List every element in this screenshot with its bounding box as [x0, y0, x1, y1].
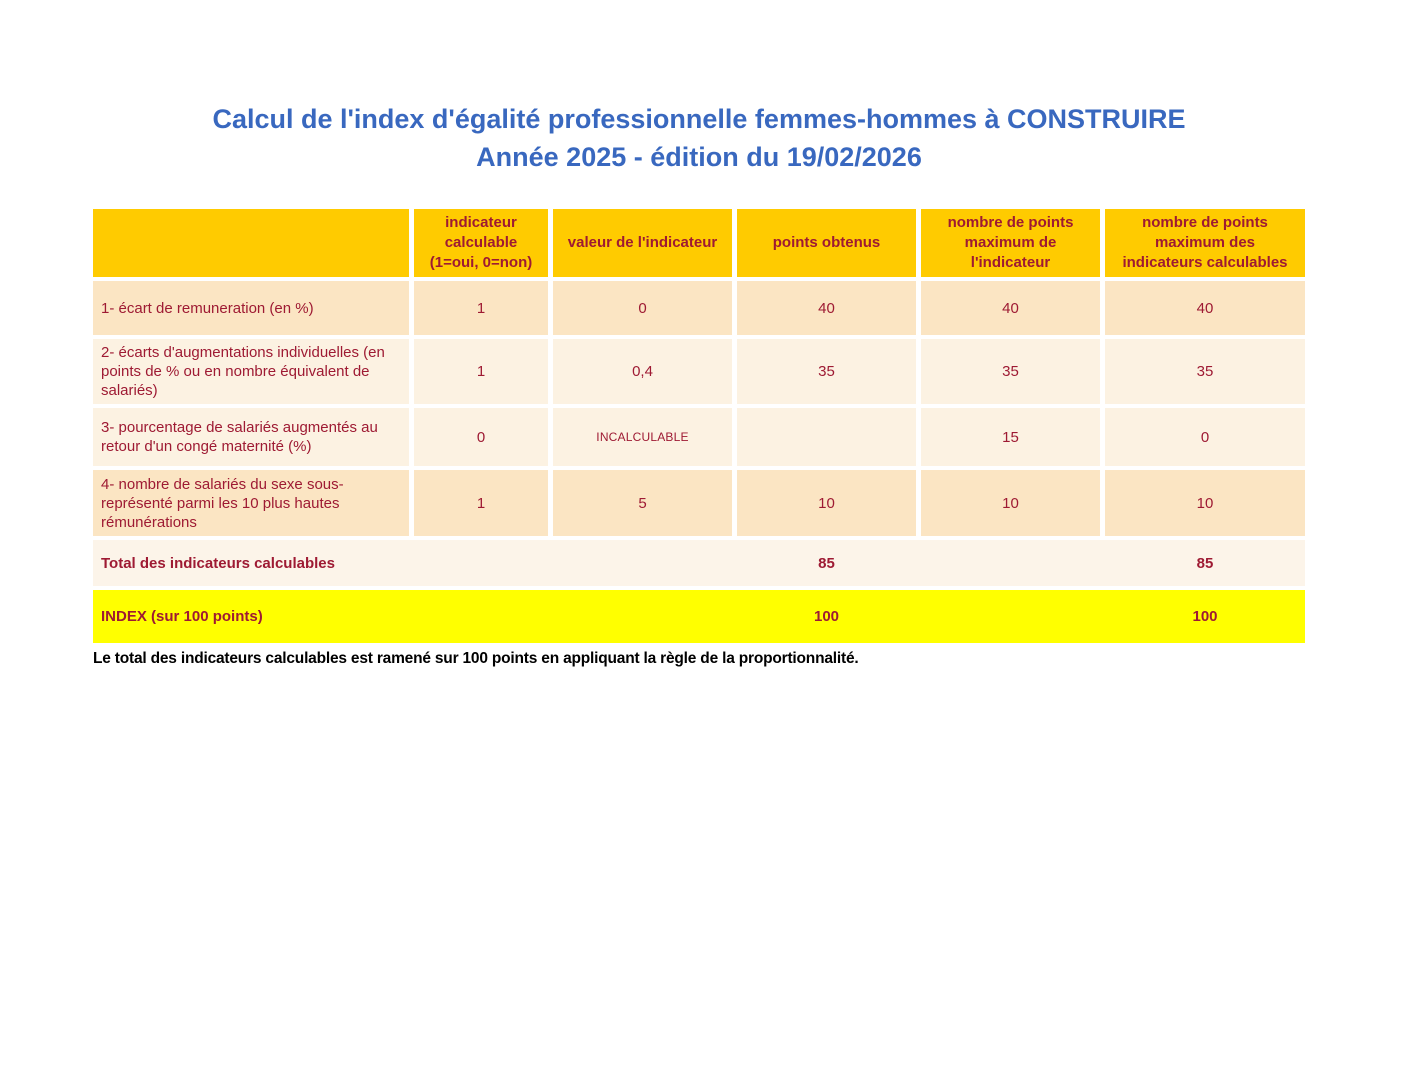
cell-points: [737, 408, 916, 466]
cell-points: 10: [737, 470, 916, 536]
table-row: 3- pourcentage de salariés augmentés au …: [93, 408, 1305, 466]
header-max-calculables: nombre de points maximum des indicateurs…: [1105, 209, 1305, 277]
cell-max-calculables: 40: [1105, 281, 1305, 335]
cell-valeur-incalculable: INCALCULABLE: [553, 408, 732, 466]
row-label: 4- nombre de salariés du sexe sous-repré…: [93, 470, 409, 536]
table-row: 2- écarts d'augmentations individuelles …: [93, 339, 1305, 404]
total-points: 85: [818, 554, 835, 572]
header-points: points obtenus: [737, 209, 916, 277]
index-points: 100: [813, 608, 840, 625]
cell-valeur: 0: [553, 281, 732, 335]
page-title-line1: Calcul de l'index d'égalité professionne…: [212, 104, 1186, 134]
header-valeur: valeur de l'indicateur: [553, 209, 732, 277]
row-label: 2- écarts d'augmentations individuelles …: [93, 339, 409, 404]
cell-points: 35: [737, 339, 916, 404]
cell-max-calculables: 10: [1105, 470, 1305, 536]
total-row-label: Total des indicateurs calculables: [101, 554, 335, 572]
total-max-calculables: 85: [1196, 554, 1214, 572]
index-row: INDEX (sur 100 points) 100 100: [93, 590, 1305, 643]
header-indicator: [93, 209, 409, 277]
index-max-calculables: 100: [1192, 608, 1218, 625]
cell-max-indicateur: 40: [921, 281, 1100, 335]
cell-calculable: 1: [414, 470, 548, 536]
cell-points: 40: [737, 281, 916, 335]
row-label: 3- pourcentage de salariés augmentés au …: [93, 408, 409, 466]
row-label: 1- écart de remuneration (en %): [93, 281, 409, 335]
table-header-row: indicateur calculable (1=oui, 0=non) val…: [93, 209, 1305, 277]
document-sheet: Calcul de l'index d'égalité professionne…: [93, 0, 1305, 668]
cell-calculable: 1: [414, 281, 548, 335]
cell-max-calculables: 0: [1105, 408, 1305, 466]
table-row: 1- écart de remuneration (en %) 1 0 40 4…: [93, 281, 1305, 335]
cell-calculable: 0: [414, 408, 548, 466]
total-row: Total des indicateurs calculables 85 85: [93, 540, 1305, 586]
cell-calculable: 1: [414, 339, 548, 404]
cell-valeur: 5: [553, 470, 732, 536]
index-row-label: INDEX (sur 100 points): [101, 608, 263, 625]
footnote: Le total des indicateurs calculables est…: [93, 650, 859, 667]
page-title-line2: Année 2025 - édition du 19/02/2026: [476, 142, 922, 172]
cell-max-calculables: 35: [1105, 339, 1305, 404]
cell-max-indicateur: 10: [921, 470, 1100, 536]
cell-max-indicateur: 35: [921, 339, 1100, 404]
page-title: Calcul de l'index d'égalité professionne…: [93, 100, 1305, 176]
cell-valeur: 0,4: [553, 339, 732, 404]
cell-max-indicateur: 15: [921, 408, 1100, 466]
header-max-indicateur: nombre de points maximum de l'indicateur: [921, 209, 1100, 277]
header-calculable: indicateur calculable (1=oui, 0=non): [414, 209, 548, 277]
table-row: 4- nombre de salariés du sexe sous-repré…: [93, 470, 1305, 536]
